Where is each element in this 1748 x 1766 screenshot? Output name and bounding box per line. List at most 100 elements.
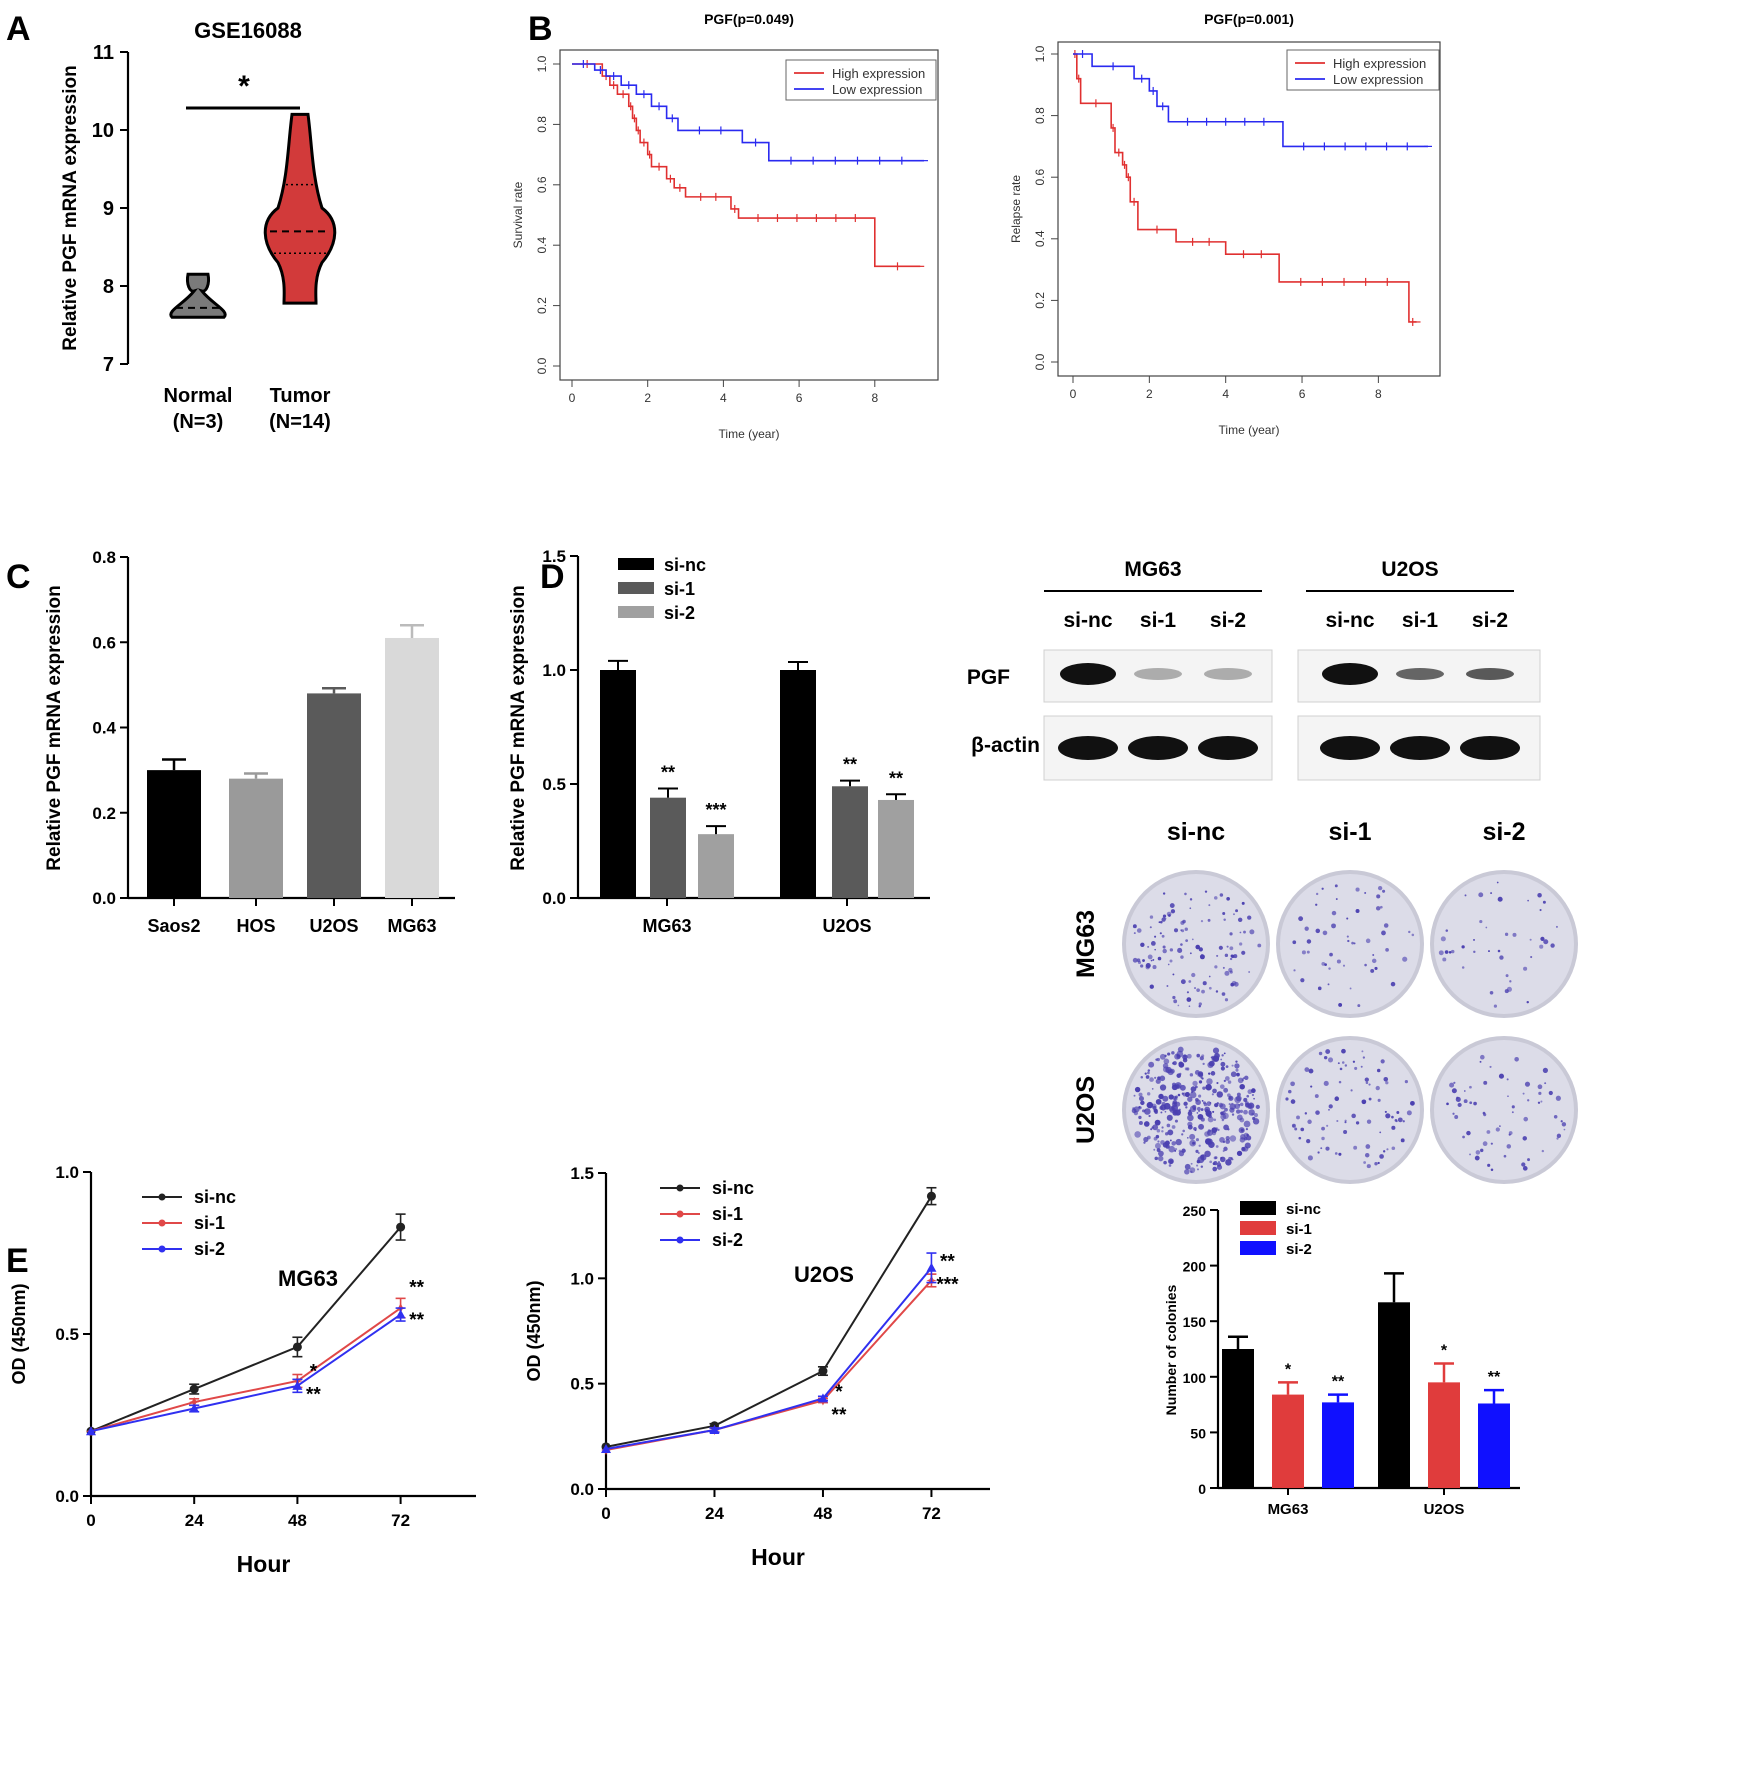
blot-group-label: U2OS [1381, 558, 1438, 581]
colony-dot [1550, 943, 1555, 948]
colony-dot [1230, 1071, 1237, 1078]
colony-dot [1208, 986, 1212, 990]
colony-dot [1198, 1094, 1202, 1098]
km-relapse-ytick-label: 0.4 [1033, 230, 1047, 247]
growth-u2os-significance: * [835, 1382, 843, 1403]
colony-dot [1172, 973, 1175, 976]
colony-dot [1171, 1051, 1175, 1055]
colony-dot [1214, 1156, 1218, 1160]
growth-u2os-legend-marker [676, 1184, 684, 1192]
colony-dot [1133, 932, 1136, 935]
colony-dot [1220, 1061, 1226, 1067]
growth-mg63-significance: ** [306, 1384, 321, 1405]
chart-f-category-label: MG63 [1268, 1501, 1309, 1518]
colony-dot [1320, 1147, 1323, 1150]
colony-dot [1317, 1151, 1320, 1154]
colony-dot [1181, 1133, 1184, 1136]
colony-dot [1198, 1109, 1201, 1113]
km-survival-ytick-label: 0.8 [535, 116, 549, 133]
bar-u2os-si-2 [878, 799, 914, 898]
colony-dot [1187, 1114, 1194, 1122]
colony-dot [1251, 1112, 1255, 1116]
colony-dot [1154, 935, 1157, 938]
km-relapse-ylabel: Relapse rate [1009, 175, 1023, 243]
colony-dot [1206, 1078, 1213, 1085]
colony-dot [1342, 964, 1346, 967]
km-survival-xtick-label: 0 [569, 391, 576, 405]
colony-dot [1154, 1119, 1161, 1126]
chart-c-category-label: HOS [236, 916, 275, 936]
colony-dot [1294, 1127, 1298, 1131]
colony-dot [1200, 1076, 1203, 1079]
colony-dot [1189, 1105, 1197, 1113]
colony-dot [1488, 950, 1490, 953]
blot-band [1322, 663, 1378, 685]
colony-dot [1138, 1092, 1143, 1097]
colony-dot [1231, 1113, 1235, 1116]
colony-dot [1224, 1107, 1228, 1112]
colony-dot [1461, 966, 1465, 969]
colony-dot [1482, 1141, 1488, 1147]
colony-dot [1211, 1128, 1214, 1131]
colony-dot [1314, 1094, 1319, 1098]
colony-dot [1142, 959, 1145, 962]
colony-dot [1304, 1112, 1308, 1115]
colony-dot [1205, 1139, 1211, 1145]
colony-dot [1362, 1056, 1366, 1059]
blot-lane-label: si-1 [1402, 609, 1439, 632]
colony-dot [1216, 1091, 1224, 1098]
chart-d-legend-swatch [618, 606, 654, 618]
colony-dot [1223, 1079, 1226, 1083]
colony-dot [1386, 1148, 1389, 1151]
colony-dot [1377, 1098, 1381, 1102]
growth-mg63-legend-label: si-2 [194, 1239, 225, 1259]
colony-dot [1219, 1084, 1225, 1089]
colony-dot [1171, 1141, 1177, 1146]
colony-dot [1223, 1087, 1229, 1093]
colony-dot [1186, 997, 1192, 1002]
growth-mg63-ylabel: OD (450nm) [9, 1283, 29, 1384]
growth-u2os-xtick-label: 72 [922, 1504, 941, 1523]
colony-dot [1542, 1067, 1548, 1073]
colony-dot [1187, 1096, 1193, 1102]
colony-dot [1187, 1111, 1193, 1116]
km-relapse-ytick-label: 0.6 [1033, 169, 1047, 186]
colony-dot [1201, 953, 1204, 956]
colony-dot [1406, 1110, 1412, 1116]
colony-dot [1164, 1140, 1170, 1146]
colony-dot [1454, 1115, 1459, 1119]
colony-dot [1331, 923, 1336, 929]
colony-dot [1411, 933, 1415, 937]
colony-dot [1197, 1071, 1204, 1077]
colony-dot [1370, 968, 1375, 973]
plate-mg63-si-1 [1280, 874, 1420, 1014]
colony-dot [1195, 944, 1201, 950]
blot-band [1204, 668, 1252, 680]
colony-dot [1235, 1068, 1239, 1072]
blot-band [1466, 668, 1514, 680]
colony-dot [1137, 960, 1142, 965]
colony-dot [1179, 1072, 1182, 1076]
colony-dot [1240, 1134, 1246, 1140]
colony-dot [1196, 1106, 1201, 1111]
chart-a-title: GSE16088 [194, 18, 302, 43]
colony-dot [1149, 926, 1152, 929]
colony-dot [1495, 1127, 1500, 1132]
colony-dot [1490, 1142, 1493, 1145]
colony-dot [1308, 1068, 1314, 1074]
colony-dot [1463, 1099, 1468, 1104]
colony-dot [1444, 950, 1449, 954]
colony-dot [1185, 1106, 1188, 1109]
colony-dot [1234, 1103, 1241, 1110]
km-survival-xtick-label: 6 [796, 391, 803, 405]
colony-dot [1241, 901, 1245, 905]
colony-dot [1198, 1144, 1201, 1147]
chart-d-legend-label: si-nc [664, 555, 706, 575]
plate-u2os-si-1 [1280, 1040, 1420, 1180]
colony-dot [1131, 1108, 1137, 1114]
colony-dot [1353, 1145, 1358, 1150]
colony-dot [1222, 966, 1225, 969]
colony-dot [1155, 1098, 1162, 1105]
colony-dot [1178, 1062, 1185, 1068]
colony-dot [1247, 1089, 1253, 1095]
